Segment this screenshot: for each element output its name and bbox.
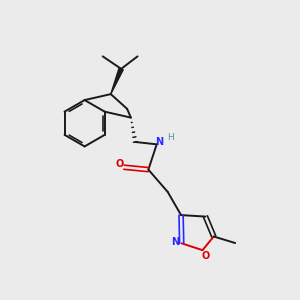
Text: N: N [171, 237, 179, 247]
Text: H: H [168, 133, 174, 142]
Text: O: O [201, 251, 210, 261]
Text: N: N [155, 137, 163, 147]
Text: O: O [116, 159, 124, 169]
Polygon shape [111, 68, 123, 94]
